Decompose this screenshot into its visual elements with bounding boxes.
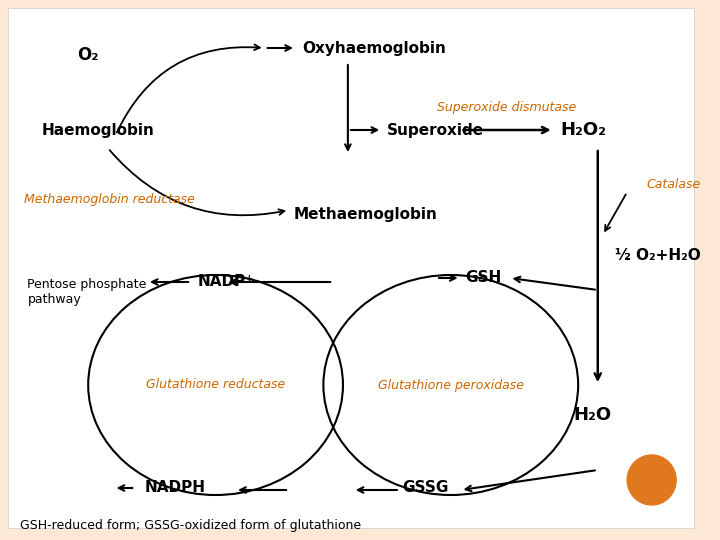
Text: Methaemoglobin reductase: Methaemoglobin reductase [24, 193, 195, 206]
Text: ½ O₂+H₂O: ½ O₂+H₂O [616, 247, 701, 262]
Text: Haemoglobin: Haemoglobin [42, 123, 154, 138]
Text: H₂O₂: H₂O₂ [561, 121, 606, 139]
Text: Methaemoglobin: Methaemoglobin [294, 207, 438, 222]
Text: GSSG: GSSG [402, 481, 448, 496]
Text: Pentose phosphate
pathway: Pentose phosphate pathway [27, 278, 147, 306]
Text: NADPH: NADPH [145, 481, 206, 496]
Text: GSH-reduced form; GSSG-oxidized form of glutathione: GSH-reduced form; GSSG-oxidized form of … [19, 518, 361, 531]
Text: H₂O: H₂O [574, 406, 612, 424]
Text: Superoxide dismutase: Superoxide dismutase [437, 102, 576, 114]
Text: GSH: GSH [465, 271, 502, 286]
Text: Catalase: Catalase [647, 179, 701, 192]
FancyBboxPatch shape [8, 8, 694, 528]
Text: Oxyhaemoglobin: Oxyhaemoglobin [302, 40, 446, 56]
Text: Glutathione reductase: Glutathione reductase [146, 379, 285, 392]
Circle shape [627, 455, 676, 505]
Text: NADP⁺: NADP⁺ [198, 274, 254, 289]
Text: Superoxide: Superoxide [387, 123, 484, 138]
Text: Glutathione peroxidase: Glutathione peroxidase [378, 379, 523, 392]
Text: O₂: O₂ [78, 46, 99, 64]
